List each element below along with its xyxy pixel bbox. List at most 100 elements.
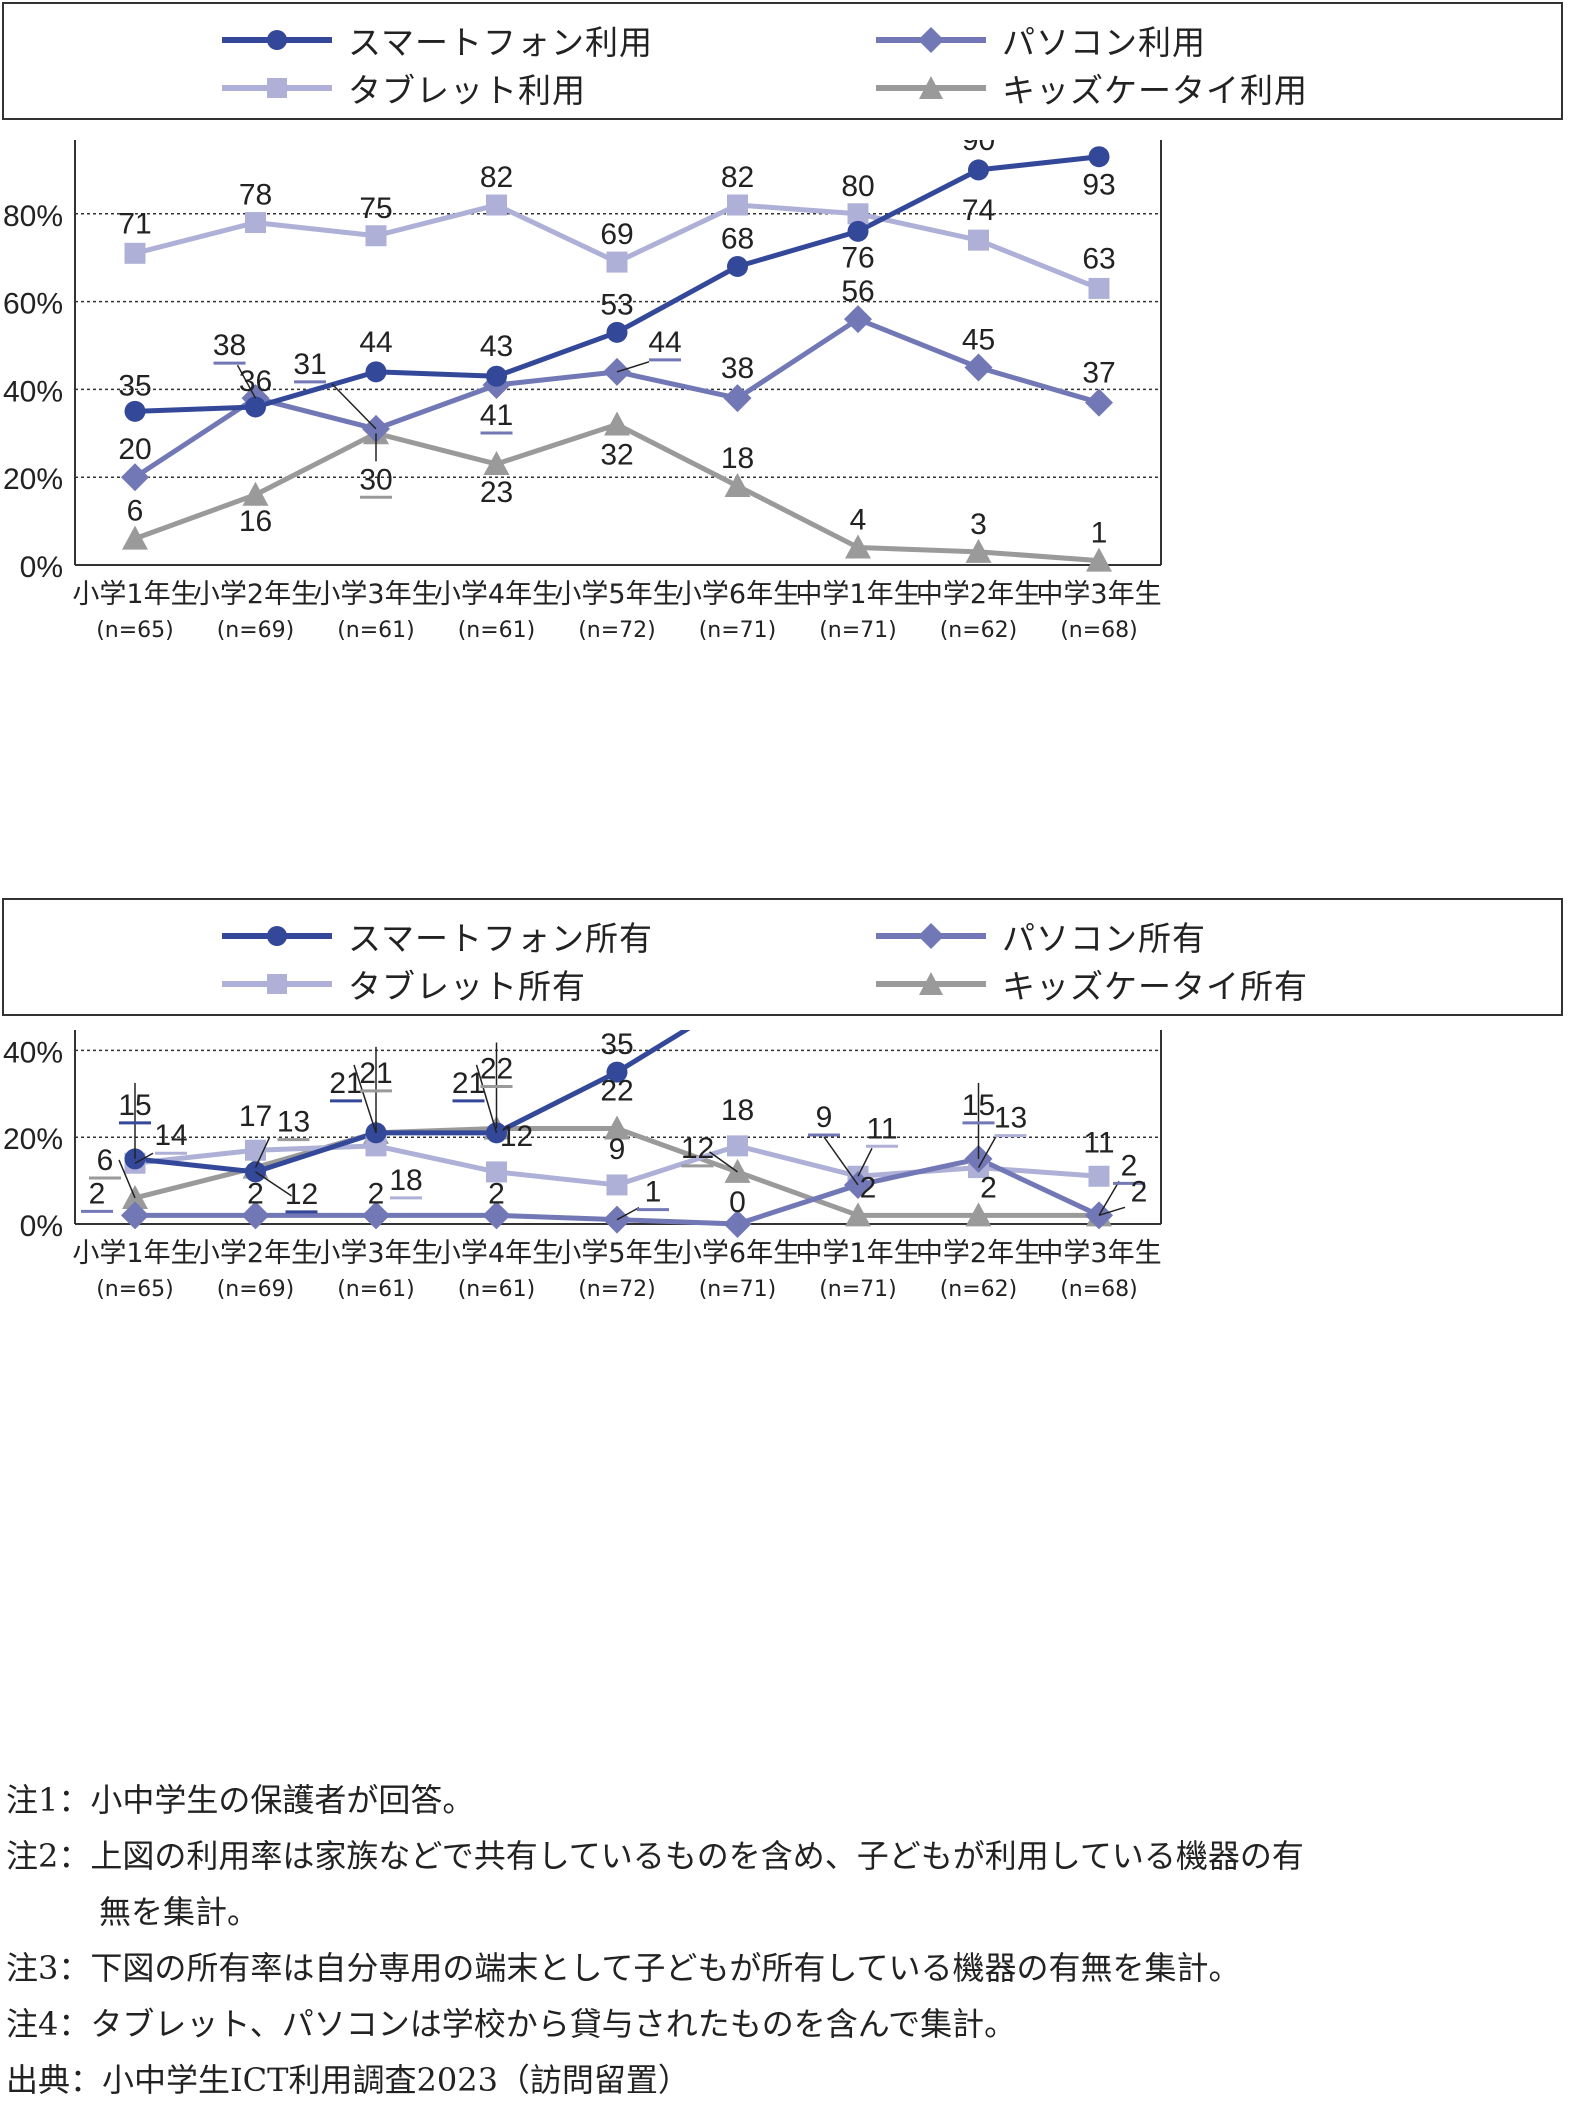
- x-tick-sublabel: (n=72): [578, 1277, 656, 1302]
- leader-line: [475, 1064, 498, 1134]
- data-label: 16: [239, 505, 272, 538]
- ownership-line-chart: 0%20%40%60%80%100%小学1年生(n=65)小学2年生(n=69)…: [3, 1030, 1162, 1302]
- data-label: 9: [816, 1101, 833, 1134]
- legend-marker-diamond-icon: [876, 923, 986, 949]
- data-label: 76: [841, 241, 874, 274]
- data-label: 21: [452, 1067, 485, 1100]
- data-point: [245, 212, 266, 234]
- data-label: 69: [600, 218, 633, 251]
- x-tick-label: 小学2年生: [193, 579, 318, 610]
- x-tick-sublabel: (n=69): [217, 618, 295, 643]
- x-tick-sublabel: (n=71): [699, 618, 777, 643]
- data-point: [121, 463, 149, 492]
- data-point: [1088, 146, 1110, 168]
- data-point: [122, 525, 148, 550]
- data-label: 53: [600, 288, 633, 321]
- y-tick-label: 20%: [3, 1123, 63, 1156]
- data-label: 82: [721, 161, 754, 194]
- data-point: [1085, 388, 1113, 417]
- note-text: 下図の所有率は自分専用の端末として子どもが所有している機器の有無を集計。: [90, 1949, 1241, 1987]
- x-tick-label: 小学6年生: [675, 579, 800, 610]
- data-point: [724, 472, 751, 497]
- data-label: 35: [600, 1030, 633, 1061]
- data-point: [1088, 1165, 1110, 1187]
- data-label: 90: [962, 140, 995, 157]
- x-tick-sublabel: (n=71): [699, 1277, 777, 1302]
- data-point: [965, 1202, 992, 1227]
- y-tick-label: 40%: [3, 375, 63, 408]
- data-label: 44: [648, 326, 681, 359]
- x-tick-sublabel: (n=71): [819, 1277, 897, 1302]
- legend-label: タブレット利用: [348, 71, 586, 110]
- leader-line: [134, 1152, 154, 1164]
- x-tick-sublabel: (n=62): [940, 618, 1018, 643]
- data-label: 6: [127, 495, 144, 528]
- legend-item-smartphone-own: スマートフォン所有: [222, 912, 653, 960]
- data-label: 2: [1121, 1149, 1138, 1182]
- leader-line: [1098, 1180, 1120, 1216]
- data-label: 2: [247, 1177, 264, 1210]
- data-point: [727, 1135, 748, 1157]
- data-label: 37: [1082, 357, 1115, 390]
- legend-item-tablet-own: タブレット所有: [222, 960, 586, 1008]
- data-point: [1086, 547, 1112, 572]
- data-point: [723, 1210, 752, 1238]
- legend-label: パソコン利用: [1002, 23, 1206, 62]
- data-point: [483, 451, 510, 476]
- data-label: 56: [841, 275, 874, 308]
- x-tick-sublabel: (n=61): [458, 1277, 536, 1302]
- note-2: 注2： 上図の利用率は家族などで共有しているものを含め、子どもが利用している機器…: [6, 1828, 1561, 1884]
- legend-label: キッズケータイ利用: [1002, 71, 1308, 110]
- x-tick-sublabel: (n=65): [96, 1277, 174, 1302]
- y-tick-label: 20%: [3, 463, 63, 496]
- note-head: 注1：: [6, 1781, 91, 1819]
- note-text: 上図の利用率は家族などで共有しているものを含め、子どもが利用している機器の有: [90, 1837, 1304, 1875]
- y-tick-label: 80%: [3, 200, 63, 233]
- data-label: 80: [841, 170, 874, 203]
- data-label: 22: [480, 1053, 513, 1086]
- data-label: 38: [213, 329, 246, 362]
- y-tick-label: 60%: [3, 288, 63, 321]
- x-tick-sublabel: (n=69): [217, 1277, 295, 1302]
- leader-line: [616, 361, 650, 373]
- data-label: 2: [89, 1177, 106, 1210]
- data-label: 1: [645, 1176, 662, 1209]
- data-label: 2: [860, 1171, 877, 1204]
- data-point: [241, 1201, 270, 1230]
- y-tick-label: 40%: [3, 1036, 63, 1069]
- data-label: 2: [1131, 1175, 1148, 1208]
- data-point: [847, 203, 869, 225]
- note-source: 出典： 小中学生ICT利用調査2023（訪問留置）: [6, 2052, 1561, 2108]
- x-tick-label: 小学4年生: [434, 1238, 559, 1269]
- note-4: 注4： タブレット、パソコンは学校から貸与されたものを含んで集計。: [6, 1996, 1561, 2052]
- data-label: 12: [285, 1178, 318, 1211]
- x-tick-label: 中学3年生: [1036, 579, 1161, 610]
- data-label: 15: [118, 1089, 151, 1122]
- data-label: 78: [239, 179, 272, 212]
- data-point: [603, 1205, 631, 1234]
- data-label: 17: [239, 1100, 272, 1133]
- x-tick-label: 小学2年生: [193, 1238, 318, 1269]
- note-3: 注3： 下図の所有率は自分専用の端末として子どもが所有している機器の有無を集計。: [6, 1940, 1561, 1996]
- data-point: [724, 1158, 751, 1183]
- note-text: タブレット、パソコンは学校から貸与されたものを含んで集計。: [90, 2005, 1017, 2043]
- data-label: 18: [721, 442, 754, 475]
- legend-item-kids-own: キッズケータイ所有: [876, 960, 1308, 1008]
- legend-label: キッズケータイ所有: [1002, 967, 1308, 1006]
- data-label: 2: [488, 1177, 505, 1210]
- x-tick-sublabel: (n=62): [940, 1277, 1018, 1302]
- x-tick-sublabel: (n=61): [337, 1277, 415, 1302]
- data-point: [964, 1144, 993, 1173]
- legend-label: タブレット所有: [348, 967, 586, 1006]
- x-tick-label: 中学1年生: [795, 1238, 920, 1269]
- leader-line: [331, 383, 377, 430]
- note-head: 出典：: [6, 2061, 103, 2099]
- x-tick-label: 小学5年生: [554, 579, 679, 610]
- legend-label: スマートフォン所有: [348, 919, 654, 958]
- data-point: [124, 1148, 146, 1170]
- data-point: [124, 400, 146, 422]
- leader-line: [1098, 1206, 1126, 1217]
- data-label: 13: [277, 1106, 310, 1139]
- data-point: [606, 1174, 628, 1196]
- note-1: 注1： 小中学生の保護者が回答。: [6, 1772, 1561, 1828]
